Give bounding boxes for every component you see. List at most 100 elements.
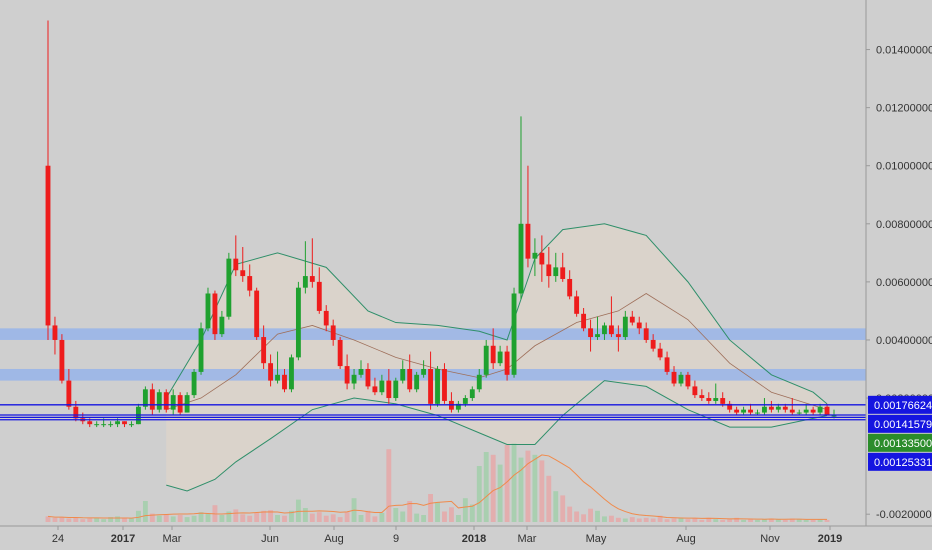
candle[interactable]: [59, 334, 65, 384]
candle[interactable]: [595, 316, 600, 340]
candle[interactable]: [66, 368, 72, 410]
candle-body[interactable]: [268, 363, 274, 381]
candle[interactable]: [518, 116, 524, 300]
candle-body[interactable]: [518, 223, 524, 294]
candle-body[interactable]: [442, 368, 447, 401]
candle-body[interactable]: [344, 366, 350, 384]
candle-body[interactable]: [650, 339, 656, 349]
candle-body[interactable]: [254, 290, 260, 338]
candle[interactable]: [212, 290, 218, 340]
candle[interactable]: [407, 354, 413, 393]
candle-body[interactable]: [59, 339, 65, 381]
candle-body[interactable]: [330, 325, 336, 340]
candle-body[interactable]: [768, 406, 774, 410]
candle-body[interactable]: [685, 374, 691, 387]
candle-body[interactable]: [643, 328, 649, 340]
candle-body[interactable]: [73, 406, 79, 419]
candle-body[interactable]: [122, 421, 127, 425]
candle-body[interactable]: [734, 409, 740, 413]
candle[interactable]: [337, 337, 343, 369]
candle[interactable]: [685, 371, 691, 390]
candle-body[interactable]: [504, 351, 510, 375]
candle-body[interactable]: [692, 386, 698, 396]
candle-body[interactable]: [323, 310, 329, 326]
candle[interactable]: [122, 421, 127, 428]
candle-body[interactable]: [400, 368, 406, 381]
candle[interactable]: [254, 287, 260, 340]
candle-body[interactable]: [372, 386, 378, 393]
candle-body[interactable]: [101, 424, 107, 426]
candle-body[interactable]: [142, 389, 148, 407]
candle[interactable]: [435, 366, 440, 407]
candle[interactable]: [789, 398, 795, 416]
candle[interactable]: [177, 392, 183, 416]
candle[interactable]: [615, 325, 621, 352]
candle[interactable]: [344, 354, 350, 390]
candle[interactable]: [275, 351, 280, 384]
candle[interactable]: [205, 287, 211, 332]
candle-body[interactable]: [720, 398, 726, 404]
candle-body[interactable]: [476, 374, 482, 390]
candle-body[interactable]: [212, 293, 218, 335]
candle[interactable]: [170, 389, 176, 416]
candle[interactable]: [671, 366, 677, 387]
candle-body[interactable]: [741, 409, 747, 413]
candle-body[interactable]: [539, 252, 545, 265]
candle[interactable]: [163, 389, 169, 413]
candle[interactable]: [414, 371, 420, 393]
candle[interactable]: [602, 322, 607, 340]
candle-body[interactable]: [706, 398, 712, 401]
candle[interactable]: [400, 360, 406, 384]
candle[interactable]: [629, 310, 635, 326]
candle[interactable]: [497, 345, 503, 367]
candle-body[interactable]: [170, 395, 176, 410]
candle[interactable]: [504, 345, 510, 381]
candle[interactable]: [129, 421, 134, 428]
candle[interactable]: [379, 374, 385, 396]
candle-body[interactable]: [789, 409, 795, 413]
candle-body[interactable]: [831, 415, 837, 417]
candle-body[interactable]: [177, 395, 183, 413]
candle[interactable]: [316, 267, 322, 314]
candle[interactable]: [560, 252, 566, 282]
candle-body[interactable]: [295, 287, 301, 358]
candle[interactable]: [657, 342, 663, 361]
candle-body[interactable]: [184, 395, 190, 413]
candle[interactable]: [442, 363, 447, 404]
candle-body[interactable]: [567, 278, 573, 297]
price-label[interactable]: 0.00176624: [868, 395, 932, 414]
candle-body[interactable]: [581, 313, 587, 329]
candle-body[interactable]: [483, 345, 489, 375]
candle[interactable]: [581, 308, 587, 332]
candle-body[interactable]: [45, 165, 51, 326]
candle[interactable]: [233, 235, 239, 277]
candle-body[interactable]: [247, 276, 253, 291]
candle-body[interactable]: [52, 325, 58, 340]
candle[interactable]: [622, 310, 628, 340]
candle-body[interactable]: [94, 424, 100, 426]
candle-body[interactable]: [156, 392, 162, 410]
candle[interactable]: [574, 290, 580, 317]
candle[interactable]: [650, 334, 656, 352]
price-label[interactable]: 0.00141579: [868, 414, 932, 433]
candle-body[interactable]: [622, 316, 628, 338]
candle-body[interactable]: [282, 374, 287, 390]
candle-body[interactable]: [532, 252, 538, 259]
candle-body[interactable]: [490, 345, 496, 364]
candle-body[interactable]: [796, 412, 802, 414]
candle-body[interactable]: [699, 395, 705, 399]
candle-body[interactable]: [414, 374, 420, 390]
candle-body[interactable]: [629, 316, 635, 323]
candle-body[interactable]: [462, 398, 468, 404]
candle-body[interactable]: [66, 380, 72, 407]
candle[interactable]: [142, 386, 148, 410]
candle[interactable]: [351, 368, 357, 390]
candle[interactable]: [198, 322, 204, 375]
candle-body[interactable]: [727, 403, 733, 410]
candle-body[interactable]: [817, 406, 823, 413]
candle-body[interactable]: [289, 357, 294, 390]
candle[interactable]: [762, 398, 767, 416]
candle[interactable]: [94, 421, 100, 428]
candle-body[interactable]: [337, 339, 343, 367]
candle[interactable]: [539, 235, 545, 282]
